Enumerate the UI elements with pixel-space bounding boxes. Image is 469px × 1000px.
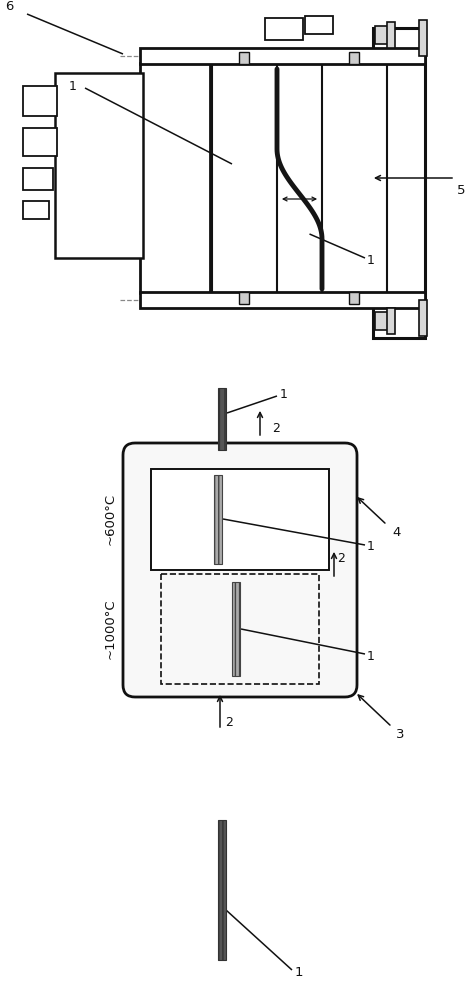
Bar (239, 292, 249, 304)
FancyBboxPatch shape (123, 443, 357, 697)
Bar (140, 292, 425, 308)
Bar (232, 582, 240, 676)
Bar (373, 28, 425, 338)
Bar (212, 64, 277, 294)
Bar (375, 26, 389, 44)
Text: 1: 1 (295, 966, 303, 978)
Bar (23, 168, 53, 190)
Bar (305, 16, 333, 34)
Bar (151, 469, 329, 570)
Bar (349, 292, 359, 304)
Text: ~600°C: ~600°C (104, 493, 117, 545)
Text: 1: 1 (69, 80, 77, 93)
Bar (214, 475, 222, 564)
Bar (23, 128, 57, 156)
Text: 2: 2 (225, 716, 233, 728)
Text: 5: 5 (457, 184, 466, 196)
Bar (419, 300, 427, 336)
Bar (218, 820, 226, 960)
Text: 4: 4 (392, 526, 401, 540)
Bar (161, 574, 319, 684)
Bar (265, 18, 303, 40)
Text: 6: 6 (5, 0, 14, 12)
Bar (23, 201, 49, 219)
Bar (349, 52, 359, 64)
Bar (387, 22, 395, 48)
Bar (322, 64, 387, 294)
Bar (23, 86, 57, 116)
Text: 1: 1 (367, 540, 375, 554)
Bar (419, 20, 427, 56)
Text: 1: 1 (367, 650, 375, 662)
Bar (140, 63, 210, 293)
Bar (140, 48, 425, 64)
Text: 2: 2 (272, 422, 280, 434)
Bar (375, 312, 389, 330)
Bar (218, 388, 226, 450)
Text: 3: 3 (396, 728, 404, 740)
Text: 1: 1 (280, 387, 288, 400)
Bar (387, 308, 395, 334)
Text: ~1000°C: ~1000°C (104, 599, 117, 659)
Text: 1: 1 (367, 253, 375, 266)
Text: 2: 2 (337, 552, 345, 566)
Bar (239, 52, 249, 64)
Bar (55, 73, 143, 258)
